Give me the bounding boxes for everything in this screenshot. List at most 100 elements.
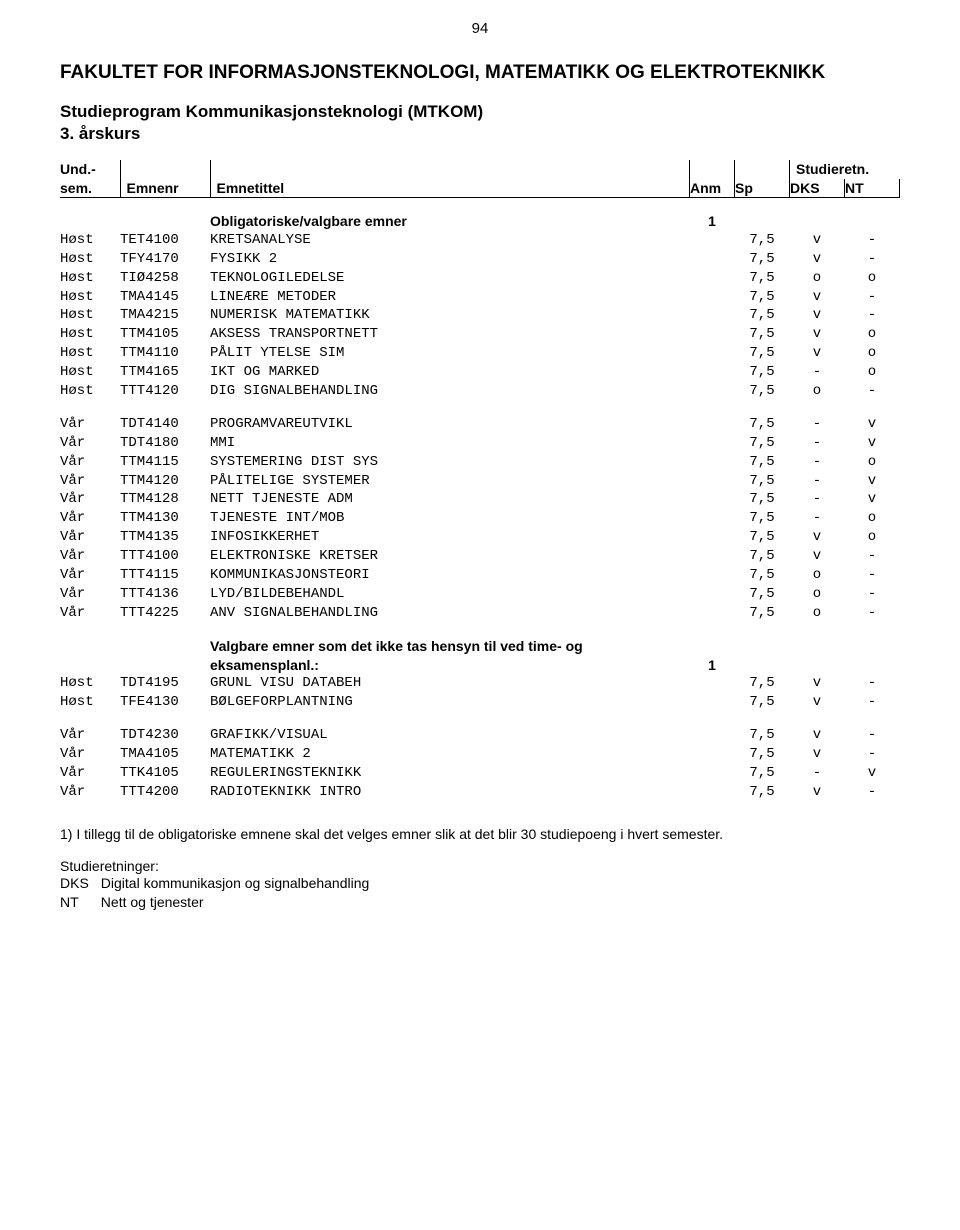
- cell-code: TTM4128: [120, 490, 210, 509]
- cell-anm: [690, 382, 735, 401]
- cell-title: KOMMUNIKASJONSTEORI: [210, 566, 690, 585]
- cell-title: LYD/BILDEBEHANDL: [210, 585, 690, 604]
- cell-title: SYSTEMERING DIST SYS: [210, 453, 690, 472]
- cell-r1: -: [790, 764, 845, 783]
- cell-r2: -: [845, 231, 900, 250]
- cell-anm: [690, 306, 735, 325]
- cell-code: TTM4135: [120, 528, 210, 547]
- hdr-sp: Sp: [735, 179, 790, 198]
- cell-sp: 7,5: [735, 604, 790, 623]
- table-row: VårTDT4140PROGRAMVAREUTVIKL7,5-v: [60, 415, 900, 434]
- table-row: VårTTT4115KOMMUNIKASJONSTEORI7,5o-: [60, 566, 900, 585]
- cell-title: BØLGEFORPLANTNING: [210, 693, 690, 712]
- cell-r1: v: [790, 745, 845, 764]
- cell-anm: [690, 783, 735, 802]
- table-row: VårTTM4120PÅLITELIGE SYSTEMER7,5-v: [60, 472, 900, 491]
- cell-anm: [690, 764, 735, 783]
- cell-sem: Vår: [60, 566, 120, 585]
- cell-title: PROGRAMVAREUTVIKL: [210, 415, 690, 434]
- section3-anm: 1: [690, 637, 735, 675]
- cell-sem: Vår: [60, 547, 120, 566]
- cell-r2: -: [845, 306, 900, 325]
- cell-sem: Høst: [60, 325, 120, 344]
- cell-sem: Vår: [60, 783, 120, 802]
- cell-sem: Høst: [60, 344, 120, 363]
- cell-sem: Vår: [60, 472, 120, 491]
- cell-title: RADIOTEKNIKK INTRO: [210, 783, 690, 802]
- cell-anm: [690, 585, 735, 604]
- cell-sp: 7,5: [735, 415, 790, 434]
- cell-r2: v: [845, 490, 900, 509]
- hdr-r2: NT: [845, 179, 900, 198]
- cell-r1: o: [790, 604, 845, 623]
- course-table: Und.- Studieretn. sem. Emnenr Emnetittel…: [60, 160, 900, 802]
- cell-r1: v: [790, 325, 845, 344]
- cell-anm: [690, 325, 735, 344]
- cell-r1: -: [790, 472, 845, 491]
- cell-sem: Vår: [60, 509, 120, 528]
- cell-sem: Vår: [60, 434, 120, 453]
- retn-name: Nett og tjenester: [101, 893, 382, 912]
- cell-r2: o: [845, 363, 900, 382]
- cell-code: TTK4105: [120, 764, 210, 783]
- cell-title: MMI: [210, 434, 690, 453]
- cell-r2: v: [845, 472, 900, 491]
- cell-sp: 7,5: [735, 472, 790, 491]
- cell-anm: [690, 745, 735, 764]
- cell-title: LINEÆRE METODER: [210, 288, 690, 307]
- cell-r2: -: [845, 288, 900, 307]
- cell-code: TTT4115: [120, 566, 210, 585]
- cell-sp: 7,5: [735, 745, 790, 764]
- cell-sem: Høst: [60, 269, 120, 288]
- cell-sp: 7,5: [735, 566, 790, 585]
- hdr-sem-line1: Und.-: [60, 160, 120, 179]
- hdr-anm: Anm: [690, 179, 735, 198]
- hdr-emnetittel: Emnetittel: [210, 179, 690, 198]
- cell-sp: 7,5: [735, 764, 790, 783]
- cell-title: TEKNOLOGILEDELSE: [210, 269, 690, 288]
- cell-r1: v: [790, 693, 845, 712]
- section1-anm: 1: [690, 212, 735, 231]
- cell-r1: v: [790, 288, 845, 307]
- table-row: VårTDT4180MMI7,5-v: [60, 434, 900, 453]
- cell-title: MATEMATIKK 2: [210, 745, 690, 764]
- cell-r2: o: [845, 269, 900, 288]
- cell-r1: -: [790, 434, 845, 453]
- cell-sem: Høst: [60, 382, 120, 401]
- cell-r2: -: [845, 382, 900, 401]
- cell-anm: [690, 231, 735, 250]
- cell-anm: [690, 566, 735, 585]
- table-row: HøstTTM4165IKT OG MARKED7,5-o: [60, 363, 900, 382]
- cell-code: TDT4230: [120, 726, 210, 745]
- cell-r2: -: [845, 547, 900, 566]
- cell-r2: -: [845, 693, 900, 712]
- cell-sp: 7,5: [735, 250, 790, 269]
- cell-sem: Vår: [60, 415, 120, 434]
- cell-code: TFY4170: [120, 250, 210, 269]
- cell-r2: -: [845, 250, 900, 269]
- cell-r1: v: [790, 231, 845, 250]
- cell-sem: Vår: [60, 490, 120, 509]
- cell-anm: [690, 344, 735, 363]
- cell-r1: v: [790, 674, 845, 693]
- cell-r2: -: [845, 604, 900, 623]
- hdr-r1: DKS: [790, 179, 845, 198]
- cell-code: TET4100: [120, 231, 210, 250]
- cell-anm: [690, 453, 735, 472]
- hdr-studieretn: Studieretn.: [790, 160, 900, 179]
- cell-sem: Vår: [60, 528, 120, 547]
- cell-code: TTT4200: [120, 783, 210, 802]
- cell-anm: [690, 693, 735, 712]
- cell-sp: 7,5: [735, 231, 790, 250]
- cell-r2: o: [845, 528, 900, 547]
- section1-heading: Obligatoriske/valgbare emner: [210, 212, 690, 231]
- cell-sem: Høst: [60, 250, 120, 269]
- table-row: VårTTM4135INFOSIKKERHET7,5vo: [60, 528, 900, 547]
- cell-r1: -: [790, 453, 845, 472]
- cell-r2: o: [845, 509, 900, 528]
- cell-sp: 7,5: [735, 490, 790, 509]
- retn-row: NTNett og tjenester: [60, 893, 381, 912]
- table-row: HøstTFY4170FYSIKK 27,5v-: [60, 250, 900, 269]
- cell-anm: [690, 547, 735, 566]
- table-row: VårTTK4105REGULERINGSTEKNIKK7,5-v: [60, 764, 900, 783]
